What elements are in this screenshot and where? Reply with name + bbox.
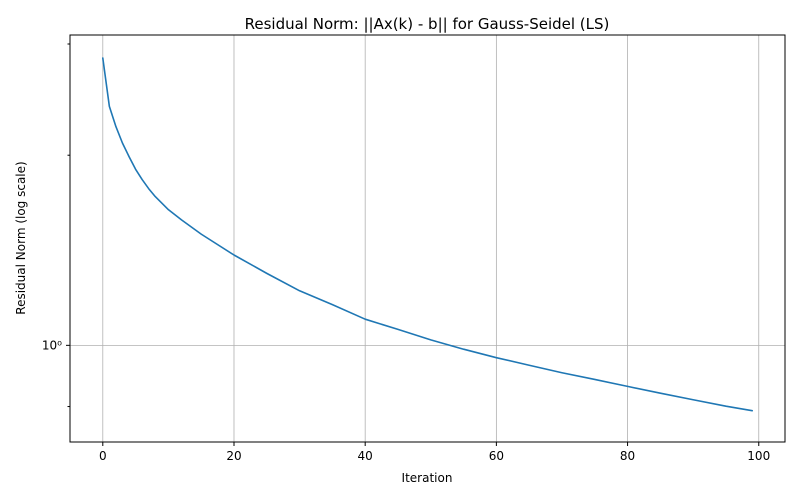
- series-layer: [102, 57, 754, 412]
- grid-layer: [70, 35, 785, 442]
- series-line: [102, 57, 754, 412]
- chart-title: Residual Norm: ||Ax(k) - b|| for Gauss-S…: [245, 15, 610, 33]
- x-tick-label: 100: [747, 449, 770, 463]
- x-tick-label: 20: [226, 449, 241, 463]
- x-tick-label: 0: [99, 449, 107, 463]
- x-tick-label: 40: [358, 449, 373, 463]
- x-tick-label: 80: [620, 449, 635, 463]
- x-tick-label: 60: [489, 449, 504, 463]
- plot-area-frame: [69, 34, 786, 443]
- y-axis-label: Residual Norm (log scale): [14, 161, 28, 314]
- tick-layer: 0 20 40 60 80 100 10⁰: [42, 43, 770, 463]
- x-axis-label: Iteration: [402, 471, 453, 485]
- y-tick-label: 10⁰: [42, 338, 62, 352]
